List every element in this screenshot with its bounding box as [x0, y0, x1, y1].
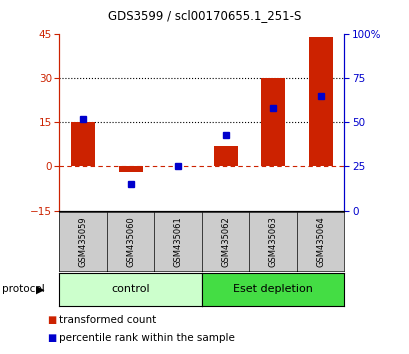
Text: GSM435063: GSM435063	[268, 216, 277, 267]
Text: GSM435059: GSM435059	[79, 216, 88, 267]
Bar	[71, 122, 95, 166]
Text: GDS3599 / scl00170655.1_251-S: GDS3599 / scl00170655.1_251-S	[108, 9, 301, 22]
Text: control: control	[111, 284, 150, 295]
Text: GSM435061: GSM435061	[173, 216, 182, 267]
Text: GSM435062: GSM435062	[220, 216, 229, 267]
Text: ▶: ▶	[36, 284, 44, 295]
Text: transformed count: transformed count	[59, 315, 156, 325]
Text: ■: ■	[47, 315, 56, 325]
Bar	[213, 146, 237, 166]
Text: protocol: protocol	[2, 284, 45, 295]
Text: ■: ■	[47, 333, 56, 343]
Text: GSM435064: GSM435064	[315, 216, 324, 267]
Bar	[261, 78, 284, 166]
Text: GSM435060: GSM435060	[126, 216, 135, 267]
Bar	[119, 166, 142, 172]
Text: Eset depletion: Eset depletion	[233, 284, 312, 295]
Bar	[308, 36, 332, 166]
Text: percentile rank within the sample: percentile rank within the sample	[59, 333, 235, 343]
